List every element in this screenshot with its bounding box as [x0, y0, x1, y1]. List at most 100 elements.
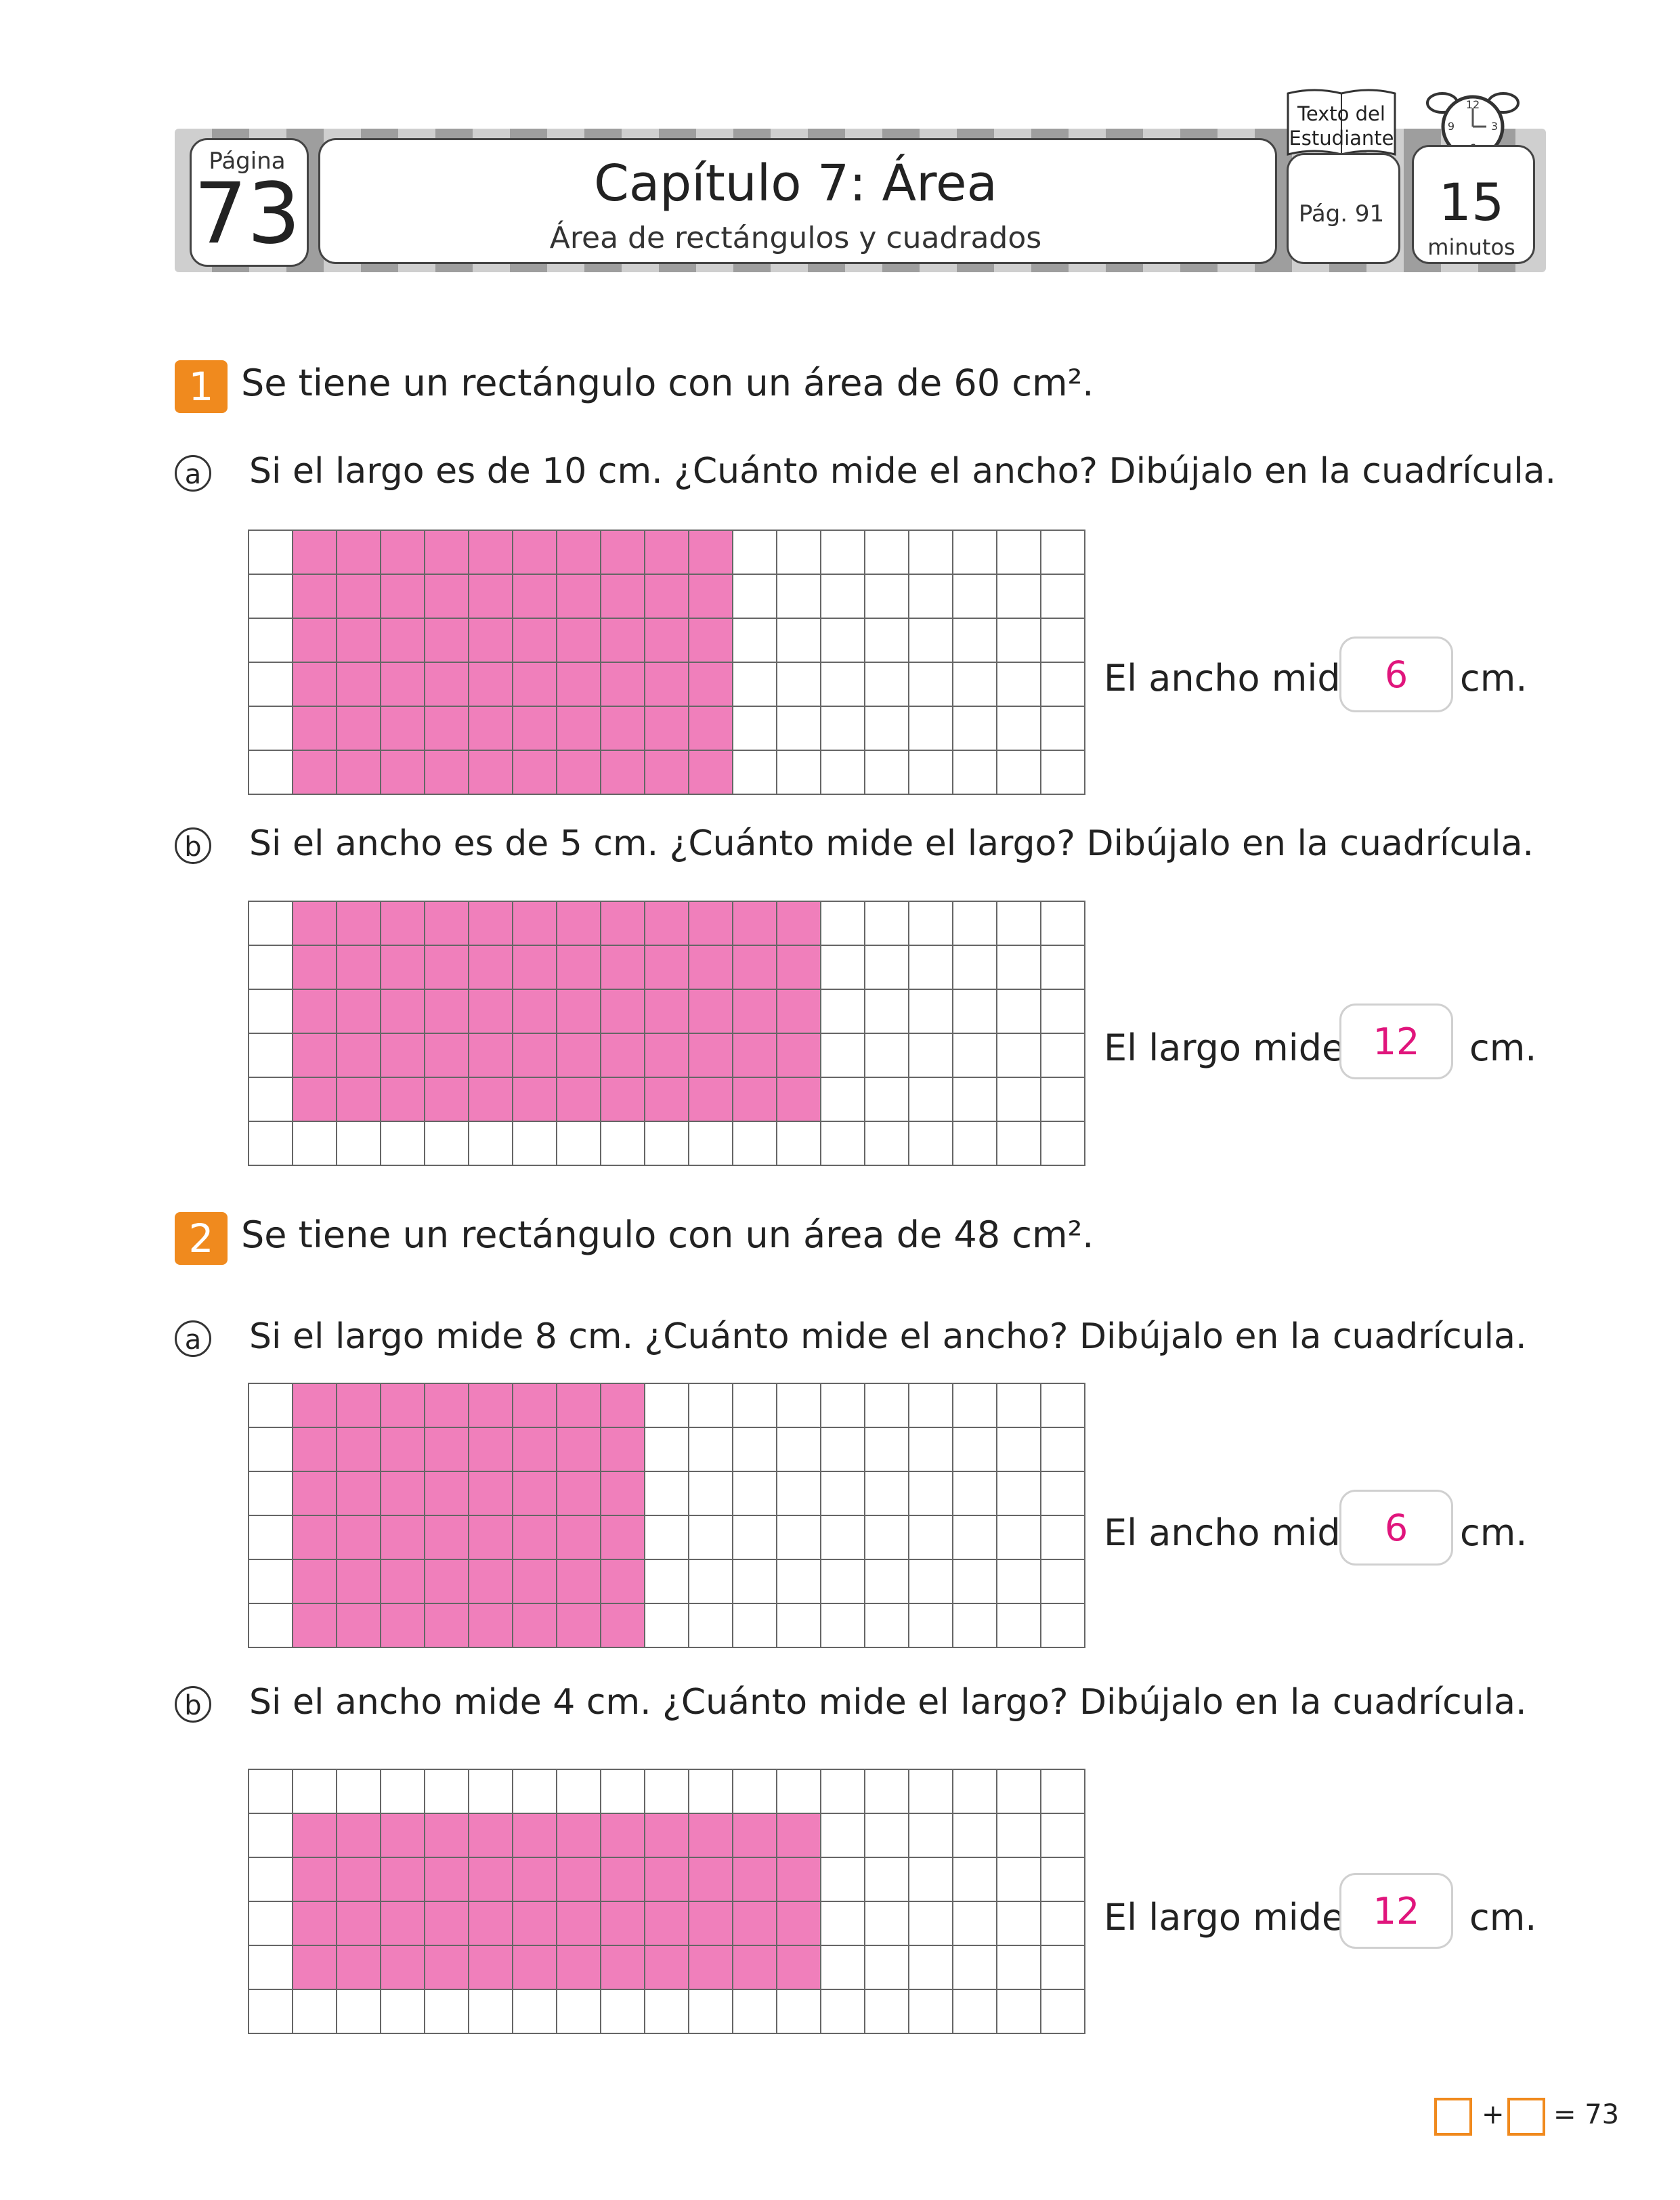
grid-cell[interactable] — [249, 946, 293, 990]
grid-cell[interactable] — [1041, 1604, 1085, 1648]
grid-cell-filled[interactable] — [689, 946, 733, 990]
grid-cell-filled[interactable] — [513, 1428, 557, 1472]
grid-cell[interactable] — [953, 663, 997, 707]
grid-cell-filled[interactable] — [557, 1902, 601, 1946]
grid-cell-filled[interactable] — [469, 575, 513, 619]
grid-cell-filled[interactable] — [381, 902, 425, 946]
grid-cell-filled[interactable] — [645, 1902, 689, 1946]
grid-cell-filled[interactable] — [601, 902, 645, 946]
grid-cell[interactable] — [733, 1770, 777, 1814]
grid-cell-filled[interactable] — [689, 619, 733, 663]
grid-cell[interactable] — [469, 1770, 513, 1814]
grid-cell-filled[interactable] — [337, 1428, 381, 1472]
grid-cell[interactable] — [821, 1428, 865, 1472]
grid-cell-filled[interactable] — [733, 902, 777, 946]
grid-cell-filled[interactable] — [425, 1472, 469, 1516]
grid-cell-filled[interactable] — [293, 1384, 337, 1428]
grid-cell[interactable] — [689, 1428, 733, 1472]
grid-cell-filled[interactable] — [645, 902, 689, 946]
grid-cell[interactable] — [909, 1384, 953, 1428]
grid-cell[interactable] — [249, 1428, 293, 1472]
grid-cell-filled[interactable] — [557, 1516, 601, 1560]
grid-cell[interactable] — [777, 751, 821, 795]
grid-cell[interactable] — [821, 1516, 865, 1560]
grid-cell-filled[interactable] — [293, 946, 337, 990]
grid-cell[interactable] — [909, 1858, 953, 1902]
grid-cell-filled[interactable] — [689, 1078, 733, 1122]
grid-cell-filled[interactable] — [557, 1946, 601, 1990]
grid-cell[interactable] — [997, 1814, 1041, 1858]
grid-cell-filled[interactable] — [601, 1516, 645, 1560]
grid-cell[interactable] — [249, 1902, 293, 1946]
grid-cell-filled[interactable] — [513, 990, 557, 1034]
grid-cell[interactable] — [865, 1428, 909, 1472]
grid-cell-filled[interactable] — [425, 946, 469, 990]
grid-cell[interactable] — [469, 1990, 513, 2034]
grid-cell-filled[interactable] — [293, 663, 337, 707]
grid-cell-filled[interactable] — [777, 1946, 821, 1990]
grid-cell[interactable] — [777, 1770, 821, 1814]
grid-cell[interactable] — [249, 751, 293, 795]
grid-cell-filled[interactable] — [645, 990, 689, 1034]
grid-cell-filled[interactable] — [733, 1078, 777, 1122]
grid-cell[interactable] — [645, 1428, 689, 1472]
grid-cell[interactable] — [1041, 1384, 1085, 1428]
grid-cell[interactable] — [1041, 1770, 1085, 1814]
grid-cell-filled[interactable] — [337, 707, 381, 751]
grid-cell-filled[interactable] — [337, 990, 381, 1034]
grid-cell-filled[interactable] — [425, 902, 469, 946]
grid-cell-filled[interactable] — [645, 1858, 689, 1902]
grid-cell[interactable] — [953, 1472, 997, 1516]
grid-cell[interactable] — [821, 902, 865, 946]
grid-cell-filled[interactable] — [293, 531, 337, 575]
grid-cell-filled[interactable] — [733, 946, 777, 990]
grid-cell-filled[interactable] — [293, 1078, 337, 1122]
grid-cell-filled[interactable] — [645, 531, 689, 575]
grid-cell[interactable] — [1041, 946, 1085, 990]
grid-cell[interactable] — [645, 1122, 689, 1166]
grid-cell[interactable] — [1041, 1560, 1085, 1604]
grid-cell-filled[interactable] — [513, 1560, 557, 1604]
grid-cell-filled[interactable] — [601, 531, 645, 575]
grid-cell[interactable] — [249, 1604, 293, 1648]
grid-cell-filled[interactable] — [601, 619, 645, 663]
grid-cell[interactable] — [293, 1122, 337, 1166]
grid-cell[interactable] — [997, 1034, 1041, 1078]
grid-cell[interactable] — [821, 1384, 865, 1428]
grid-cell[interactable] — [733, 1122, 777, 1166]
grid-cell-filled[interactable] — [381, 707, 425, 751]
grid-cell[interactable] — [689, 1560, 733, 1604]
grid-cell-filled[interactable] — [689, 1034, 733, 1078]
grid-cell-filled[interactable] — [513, 1516, 557, 1560]
grid-cell[interactable] — [953, 990, 997, 1034]
grid-cell[interactable] — [249, 1814, 293, 1858]
grid-cell-filled[interactable] — [381, 1034, 425, 1078]
grid-cell[interactable] — [1041, 1814, 1085, 1858]
grid-cell-filled[interactable] — [469, 1858, 513, 1902]
grid-cell[interactable] — [953, 1770, 997, 1814]
grid-cell-filled[interactable] — [469, 707, 513, 751]
grid-cell[interactable] — [997, 1384, 1041, 1428]
grid-cell[interactable] — [909, 663, 953, 707]
grid-cell-filled[interactable] — [469, 990, 513, 1034]
grid-cell-filled[interactable] — [557, 1078, 601, 1122]
grid-cell-filled[interactable] — [601, 1560, 645, 1604]
grid-cell-filled[interactable] — [601, 575, 645, 619]
grid-cell[interactable] — [689, 1604, 733, 1648]
grid-cell[interactable] — [821, 707, 865, 751]
grid-cell[interactable] — [909, 1428, 953, 1472]
grid-cell-filled[interactable] — [557, 990, 601, 1034]
grid-cell[interactable] — [997, 1604, 1041, 1648]
grid-cell[interactable] — [645, 1516, 689, 1560]
grid-cell[interactable] — [821, 751, 865, 795]
grid-cell-filled[interactable] — [777, 990, 821, 1034]
grid-cell[interactable] — [249, 1384, 293, 1428]
grid-cell[interactable] — [997, 1858, 1041, 1902]
grid-cell[interactable] — [865, 902, 909, 946]
grid-cell-filled[interactable] — [425, 1384, 469, 1428]
grid-cell[interactable] — [777, 663, 821, 707]
grid-cell[interactable] — [1041, 1078, 1085, 1122]
grid-cell-filled[interactable] — [733, 1034, 777, 1078]
grid-cell[interactable] — [777, 1604, 821, 1648]
grid-cell[interactable] — [249, 990, 293, 1034]
